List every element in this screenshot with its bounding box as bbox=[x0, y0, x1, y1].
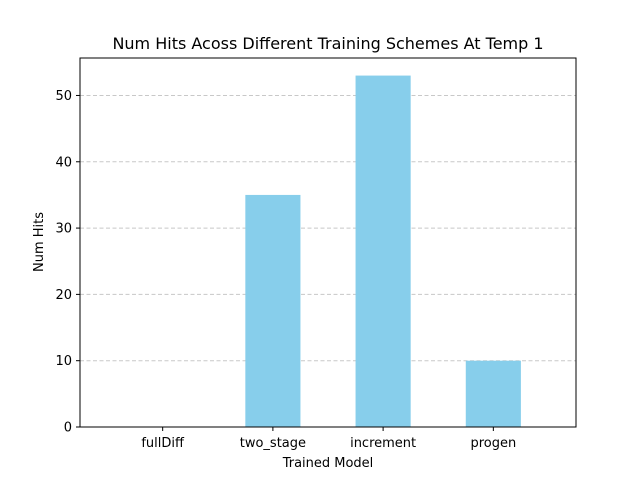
y-axis-label: Num Hits bbox=[32, 212, 47, 272]
bar-increment bbox=[355, 75, 411, 428]
x-tick-label-progen: progen bbox=[470, 436, 516, 451]
x-axis: fullDiff two_stage increment progen bbox=[141, 427, 516, 451]
x-tick-label-increment: increment bbox=[350, 436, 416, 451]
chart-title: Num Hits Acoss Different Training Scheme… bbox=[112, 34, 543, 53]
x-axis-label: Trained Model bbox=[282, 456, 374, 471]
y-tick-label-50: 50 bbox=[55, 89, 72, 104]
y-tick-label-0: 0 bbox=[64, 421, 72, 436]
y-tick-label-20: 20 bbox=[55, 288, 72, 303]
y-tick-label-30: 30 bbox=[55, 222, 72, 237]
bar-progen bbox=[465, 360, 521, 427]
y-tick-label-10: 10 bbox=[55, 354, 72, 369]
y-axis: 0 10 20 30 40 50 bbox=[55, 89, 80, 436]
bars bbox=[245, 75, 521, 428]
plot-area-frame bbox=[79, 57, 577, 428]
x-tick-label-fullDiff: fullDiff bbox=[141, 436, 185, 451]
y-tick-label-40: 40 bbox=[55, 155, 72, 170]
x-tick-label-two_stage: two_stage bbox=[240, 436, 306, 451]
bar-two_stage bbox=[245, 194, 301, 427]
